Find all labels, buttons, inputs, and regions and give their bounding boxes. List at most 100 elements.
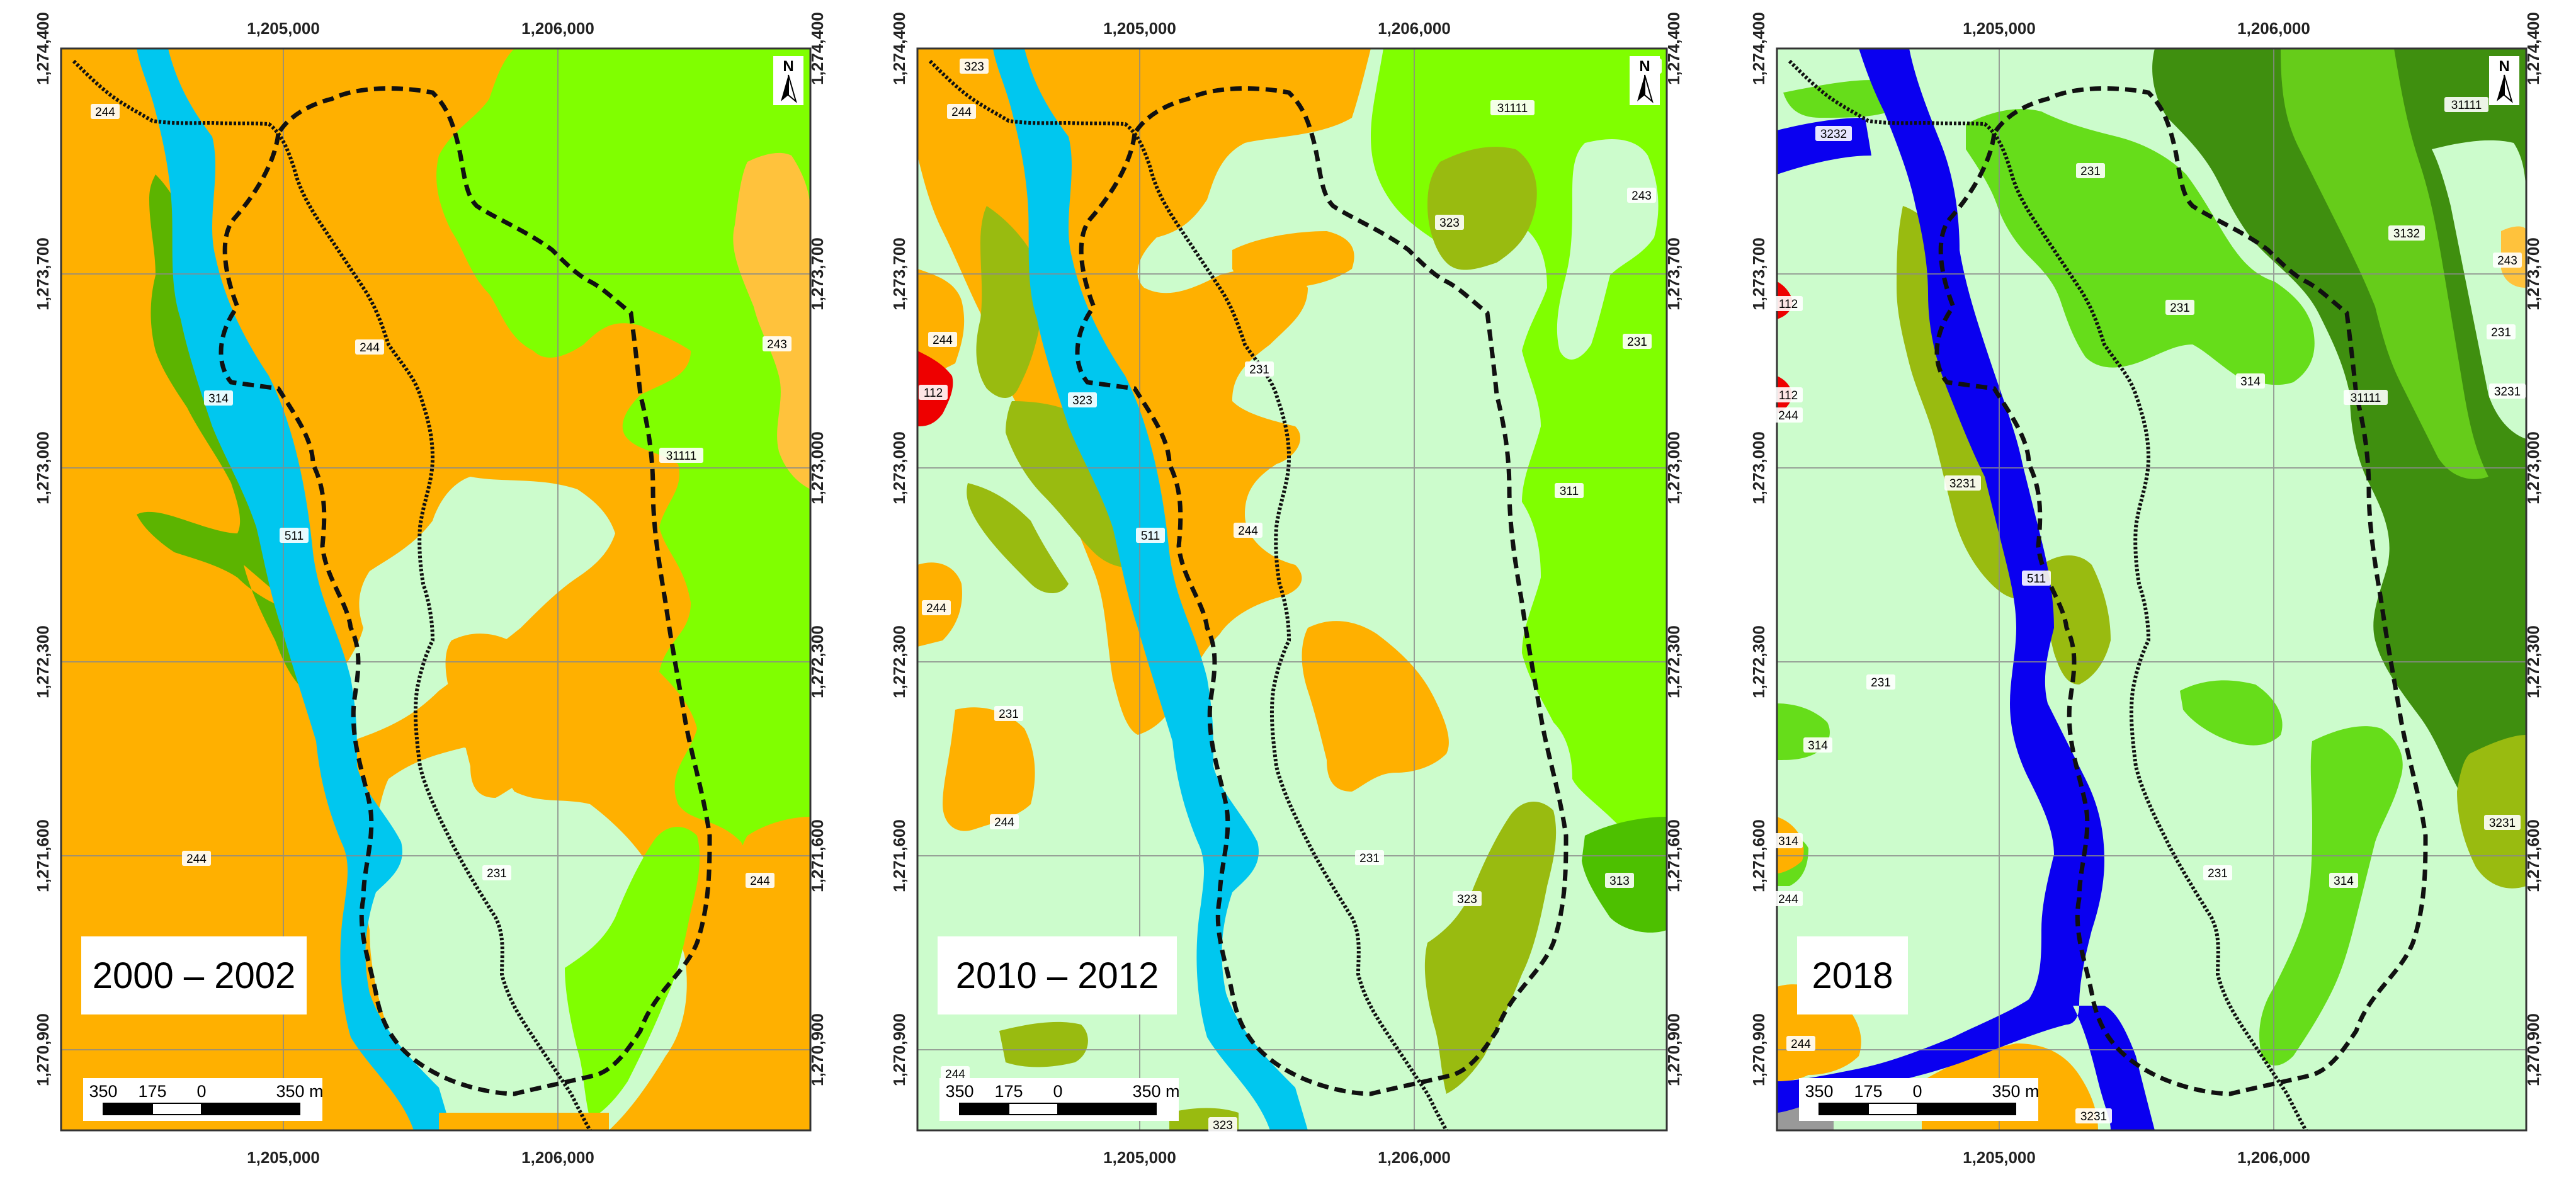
map-label-text: 231 (2080, 165, 2101, 178)
map-label: 3232 (1815, 126, 1852, 141)
scale-bar: 350 175 0 350 m (939, 1078, 1180, 1121)
map-label: 244 (1774, 891, 1803, 906)
y-axis-tick-label: 1,272,300 (2524, 625, 2543, 698)
map-label-text: 244 (951, 106, 972, 119)
map-label-text: 243 (1631, 190, 1652, 203)
period-title: 2018 (1797, 936, 1908, 1014)
map-label-text: 244 (994, 816, 1014, 829)
map-frame (60, 47, 812, 1132)
x-axis-tick-label: 1,206,000 (2237, 19, 2310, 38)
map-label-text: 231 (1871, 676, 1891, 690)
scale-bar-label: 350 m (276, 1082, 323, 1101)
north-label: N (1639, 58, 1650, 75)
map-label-text: 314 (208, 392, 229, 406)
map-label-text: 244 (945, 1068, 965, 1081)
north-arrow-icon: N (1630, 56, 1660, 105)
map-label-text: 112 (1779, 389, 1798, 402)
map-label-text: 314 (1778, 835, 1798, 848)
y-axis-tick-label: 1,270,900 (2524, 1013, 2543, 1086)
map-label-text: 231 (2491, 326, 2511, 339)
map-label: 314 (1803, 737, 1832, 753)
land-244-blob (1232, 231, 1449, 792)
map-label-text: 231 (1359, 852, 1380, 865)
x-axis-tick-label: 1,205,000 (1963, 19, 2036, 38)
map-label-text: 323 (1213, 1119, 1233, 1132)
scale-bar-label: 175 (1854, 1082, 1882, 1101)
map-labels: 244 244 314 511 31111 243 244 231 244 (91, 104, 792, 888)
y-axis-tick-label: 1,273,000 (1749, 431, 1768, 504)
map-label: 323 (960, 59, 989, 74)
map-label-text: 244 (186, 853, 207, 866)
y-axis-tick-label: 1,272,300 (33, 625, 52, 698)
map-label-text: 323 (1457, 893, 1477, 906)
map-label-text: 244 (1238, 525, 1258, 538)
map-label: 3231 (2489, 384, 2526, 399)
scale-bar: 350 175 0 350 m (1799, 1078, 2040, 1121)
map-label-text: 231 (1627, 336, 1647, 349)
scale-bar-label: 0 (1053, 1082, 1062, 1101)
y-axis-tick-label: 1,271,600 (33, 819, 52, 892)
y-axis-tick-label: 1,274,400 (808, 12, 827, 85)
north-arrow-icon: N (2489, 56, 2519, 105)
map-label: 31111 (2344, 390, 2388, 405)
map-frame (1776, 47, 2528, 1132)
y-axis-tick-label: 1,270,900 (1664, 1013, 1683, 1086)
map-label-text: 244 (1791, 1038, 1811, 1051)
map-label-text: 244 (1778, 409, 1798, 423)
map-label-text: 314 (1808, 739, 1828, 753)
x-axis-tick-label: 1,206,000 (521, 19, 594, 38)
map-label: 231 (2487, 324, 2516, 339)
map-label-text: 244 (926, 602, 946, 615)
x-axis-tick-label: 1,205,000 (1963, 1148, 2036, 1167)
map-label: 31111 (659, 448, 703, 463)
scale-bar-label: 350 (89, 1082, 117, 1101)
map-label: 31111 (1490, 100, 1535, 115)
map-label-text: 231 (1249, 363, 1269, 377)
y-axis-tick-label: 1,274,400 (1664, 12, 1683, 85)
map-label-text: 323 (964, 60, 984, 74)
map-label: 244 (922, 600, 951, 615)
map-label: 511 (1136, 528, 1165, 543)
map-label: 314 (2329, 873, 2358, 888)
map-label-text: 244 (933, 334, 953, 347)
land-3231 (1897, 206, 2526, 889)
x-axis-tick-label: 1,205,000 (1103, 19, 1176, 38)
map-label-text: 31111 (2351, 392, 2381, 405)
map-label: 244 (941, 1066, 970, 1081)
map-label: 112 (1774, 296, 1803, 311)
map-label-text: 3231 (2494, 385, 2521, 399)
land-244-bottom (439, 1113, 609, 1130)
x-axis-tick-label: 1,205,000 (247, 1148, 320, 1167)
map-label: 3231 (2075, 1108, 2112, 1123)
map-label: 243 (763, 336, 792, 351)
map-label: 244 (990, 814, 1019, 829)
north-label: N (2499, 58, 2509, 75)
x-axis-tick-label: 1,206,000 (2237, 1148, 2310, 1167)
map-label-text: 231 (2208, 867, 2228, 880)
map-label-text: 231 (999, 708, 1019, 721)
land-314 (1777, 80, 2403, 1066)
map-label: 231 (2165, 300, 2194, 315)
map-panel-2010-2012: 3232443131111243323244231231323112311511… (916, 47, 1668, 1132)
map-label: 511 (2022, 571, 2051, 586)
map-label: 311 (1555, 483, 1584, 498)
map-label-text: 311 (1560, 485, 1579, 498)
map-label-text: 31111 (666, 450, 697, 463)
map-label-text: 244 (360, 341, 380, 355)
y-axis-tick-label: 1,271,600 (1749, 819, 1768, 892)
land-31111 (436, 48, 810, 930)
map-label-text: 244 (95, 106, 115, 119)
x-axis-tick-label: 1,206,000 (1378, 19, 1451, 38)
map-label: 244 (182, 851, 211, 866)
y-axis-tick-label: 1,273,700 (808, 237, 827, 310)
map-frame (916, 47, 1668, 1132)
period-title: 2000 – 2002 (81, 936, 307, 1014)
map-panel-2018: 3232 31111 231 3132 243 112 231 231 314 3231 31111… (1774, 47, 2528, 1132)
y-axis-tick-label: 1,273,000 (890, 431, 909, 504)
map-label-text: 314 (2240, 375, 2261, 389)
map-label: 244 (355, 339, 384, 355)
map-label: 231 (482, 865, 511, 880)
y-axis-tick-label: 1,273,700 (1749, 237, 1768, 310)
map-label: 323 (1453, 891, 1482, 906)
